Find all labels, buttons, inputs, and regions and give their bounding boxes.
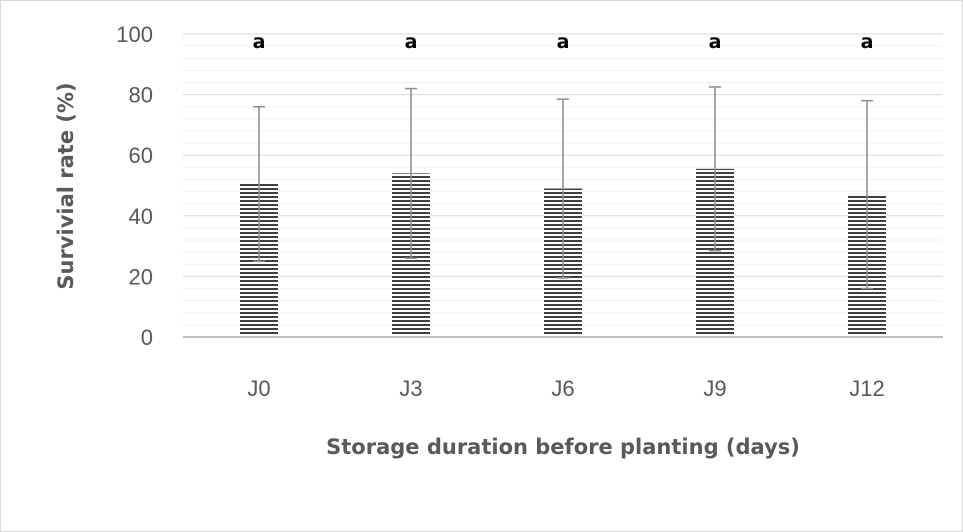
- y-tick-label: 60: [129, 143, 153, 168]
- x-tick-label: J6: [551, 376, 574, 401]
- labels: Storage duration before planting (days) …: [54, 22, 885, 459]
- x-tick-label: J12: [849, 376, 884, 401]
- y-tick-label: 80: [129, 83, 153, 108]
- y-tick-label: 20: [129, 264, 153, 289]
- error-bars: [253, 86, 873, 290]
- x-tick-label: J9: [703, 376, 726, 401]
- y-tick-label: 40: [129, 204, 153, 229]
- significance-letter: a: [861, 31, 874, 53]
- significance-letter: a: [253, 31, 266, 53]
- x-tick-label: J3: [399, 376, 422, 401]
- x-tick-label: J0: [247, 376, 270, 401]
- x-axis-title: Storage duration before planting (days): [326, 435, 800, 459]
- significance-letter: a: [557, 31, 570, 53]
- y-tick-label: 100: [116, 22, 153, 47]
- y-axis-title: Survivial rate (%): [54, 82, 78, 289]
- significance-letter: a: [405, 31, 418, 53]
- significance-letter: a: [709, 31, 722, 53]
- y-tick-label: 0: [141, 325, 153, 350]
